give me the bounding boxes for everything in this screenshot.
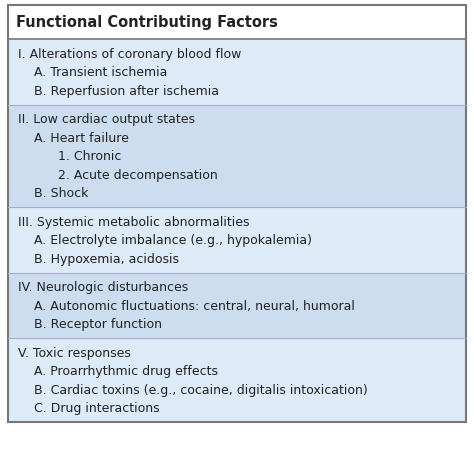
Text: 2. Acute decompensation: 2. Acute decompensation — [18, 169, 218, 181]
Text: 1. Chronic: 1. Chronic — [18, 150, 121, 163]
Bar — [8, 207, 466, 273]
Text: Functional Contributing Factors: Functional Contributing Factors — [16, 15, 278, 31]
Text: I. Alterations of coronary blood flow: I. Alterations of coronary blood flow — [18, 48, 241, 61]
Text: A. Transient ischemia: A. Transient ischemia — [18, 66, 167, 79]
Text: B. Shock: B. Shock — [18, 187, 88, 200]
Text: A. Heart failure: A. Heart failure — [18, 131, 129, 144]
Bar — [8, 273, 466, 338]
Text: IV. Neurologic disturbances: IV. Neurologic disturbances — [18, 281, 188, 294]
Text: B. Hypoxemia, acidosis: B. Hypoxemia, acidosis — [18, 252, 179, 265]
Bar — [8, 6, 466, 422]
Text: C. Drug interactions: C. Drug interactions — [18, 401, 160, 414]
Text: A. Electrolyte imbalance (e.g., hypokalemia): A. Electrolyte imbalance (e.g., hypokale… — [18, 234, 312, 247]
Bar — [8, 338, 466, 422]
Text: III. Systemic metabolic abnormalities: III. Systemic metabolic abnormalities — [18, 215, 249, 228]
Bar — [8, 40, 466, 105]
Text: B. Cardiac toxins (e.g., cocaine, digitalis intoxication): B. Cardiac toxins (e.g., cocaine, digita… — [18, 383, 368, 396]
Text: A. Proarrhythmic drug effects: A. Proarrhythmic drug effects — [18, 364, 218, 377]
Bar — [8, 6, 466, 40]
Text: B. Reperfusion after ischemia: B. Reperfusion after ischemia — [18, 85, 219, 98]
Text: A. Autonomic fluctuations: central, neural, humoral: A. Autonomic fluctuations: central, neur… — [18, 299, 355, 312]
Text: II. Low cardiac output states: II. Low cardiac output states — [18, 113, 195, 126]
Text: V. Toxic responses: V. Toxic responses — [18, 346, 131, 359]
Text: B. Receptor function: B. Receptor function — [18, 318, 162, 331]
Bar — [8, 105, 466, 207]
